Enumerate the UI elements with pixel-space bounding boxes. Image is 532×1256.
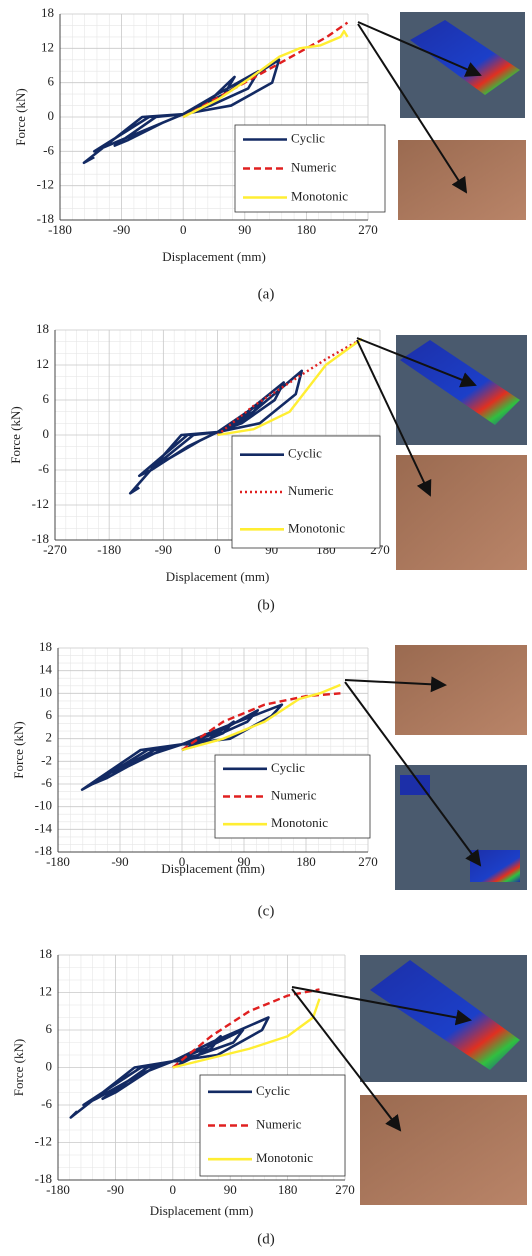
x-tick-label: 180 [296, 854, 316, 869]
caption: (a) [258, 286, 275, 302]
y-tick-label: 12 [41, 39, 54, 54]
y-tick-label: 6 [48, 74, 55, 89]
plot: -180 -90 0 90 180 270 -18 -12 -6 0 6 12 18 Force (kN)… [13, 5, 386, 302]
y-tick-label: -18 [35, 843, 52, 858]
y-tick-label: -12 [37, 177, 54, 192]
y-tick-label: -6 [38, 461, 49, 476]
data-line [69, 1016, 270, 1119]
y-tick-label: 12 [36, 356, 49, 371]
data-line [172, 988, 320, 1069]
y-axis-label: Force (kN) [11, 721, 26, 778]
caption: (b) [257, 597, 275, 613]
legend-label: Cyclic [288, 446, 322, 461]
y-tick-label: 0 [43, 426, 50, 441]
y-tick-label: -14 [35, 820, 53, 835]
legend-label: Monotonic [271, 815, 328, 830]
x-tick-label: 90 [238, 222, 251, 237]
y-tick-label: 18 [39, 946, 52, 961]
y-axis-label: Force (kN) [11, 1039, 26, 1096]
x-tick-label: -180 [97, 542, 121, 557]
y-tick-label: -6 [41, 1096, 52, 1111]
legend-label: Cyclic [291, 130, 325, 145]
x-tick-label: -90 [155, 542, 172, 557]
y-tick-label: -6 [43, 142, 54, 157]
y-tick-label: -12 [35, 1133, 52, 1148]
legend-label: Cyclic [256, 1083, 290, 1098]
y-tick-label: 6 [46, 707, 53, 722]
y-axis-label: Force (kN) [8, 406, 23, 463]
x-tick-label: 90 [224, 1182, 237, 1197]
y-tick-label: 14 [39, 662, 53, 677]
y-tick-label: -6 [41, 775, 52, 790]
y-tick-label: 18 [36, 321, 49, 336]
legend-label: Numeric [288, 483, 334, 498]
y-tick-label: 12 [39, 983, 52, 998]
x-tick-label: 0 [179, 854, 186, 869]
legend-label: Cyclic [271, 760, 305, 775]
x-tick-label: -270 [43, 542, 67, 557]
x-axis-label: Displacement (mm) [161, 861, 265, 876]
x-tick-label: 90 [238, 854, 251, 869]
x-tick-label: -180 [46, 854, 70, 869]
plot: -180 -90 0 90 180 270 -18 -14 -10 -6 -2 2 6 10 14 18 For… [11, 639, 378, 919]
y-tick-label: 2 [46, 730, 53, 745]
x-tick-label: -180 [48, 222, 72, 237]
data-line [182, 21, 349, 119]
x-tick-label: 180 [297, 222, 317, 237]
y-axis-label: Force (kN) [13, 88, 28, 145]
y-tick-label: -18 [37, 211, 54, 226]
plot: -180 -90 0 90 180 270 -18 -12 -6 0 6 12 18 Force (kN)… [11, 946, 355, 1247]
x-tick-label: 180 [278, 1182, 298, 1197]
caption: (c) [258, 903, 275, 919]
y-tick-label: -18 [35, 1171, 52, 1186]
legend-label: Numeric [291, 159, 337, 174]
x-tick-label: 0 [180, 222, 187, 237]
x-axis-label: Displacement (mm) [166, 569, 270, 584]
x-tick-label: -90 [113, 222, 130, 237]
y-tick-label: -10 [35, 798, 52, 813]
plot: -270 -180 -90 0 90 180 270-18-12-6061218Force … [8, 321, 390, 613]
x-tick-label: -180 [46, 1182, 70, 1197]
legend-label: Monotonic [288, 520, 345, 535]
x-tick-label: 270 [335, 1182, 355, 1197]
y-tick-label: 10 [39, 684, 52, 699]
y-tick-label: 6 [46, 1021, 53, 1036]
data-line [216, 337, 363, 436]
x-tick-label: -90 [107, 1182, 124, 1197]
legend-label: Monotonic [256, 1150, 313, 1165]
data-line [217, 337, 363, 437]
legend-label: Numeric [271, 787, 317, 802]
x-axis-label: Displacement (mm) [150, 1203, 254, 1218]
x-tick-label: 0 [170, 1182, 177, 1197]
legend-label: Monotonic [291, 188, 348, 203]
x-tick-label: 0 [214, 542, 221, 557]
data-line [182, 29, 349, 119]
y-tick-label: -2 [41, 752, 52, 767]
y-tick-label: -12 [32, 496, 49, 511]
legend-label: Numeric [256, 1116, 302, 1131]
arrows [291, 21, 482, 1132]
y-tick-label: 18 [39, 639, 52, 654]
y-tick-label: 0 [48, 108, 55, 123]
x-tick-label: 270 [358, 854, 378, 869]
y-tick-label: -18 [32, 531, 49, 546]
y-tick-label: 6 [43, 391, 50, 406]
data-line [172, 998, 321, 1069]
x-tick-label: 270 [358, 222, 378, 237]
x-tick-label: -90 [111, 854, 128, 869]
x-axis-label: Displacement (mm) [162, 249, 266, 264]
data-line [181, 683, 341, 752]
data-line [181, 692, 341, 751]
y-tick-label: 18 [41, 5, 54, 20]
caption: (d) [257, 1231, 275, 1247]
y-tick-label: 0 [46, 1058, 53, 1073]
